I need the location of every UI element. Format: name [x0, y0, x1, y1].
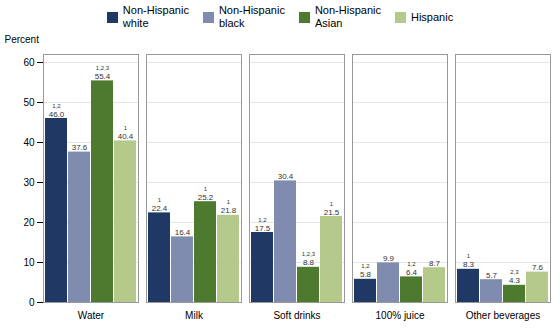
svg-text:20: 20 [23, 217, 35, 228]
svg-text:7.6: 7.6 [532, 263, 544, 272]
svg-text:Water: Water [78, 310, 105, 321]
svg-text:1: 1 [330, 201, 334, 207]
svg-text:8.3: 8.3 [463, 260, 475, 269]
svg-text:2,3: 2,3 [510, 269, 519, 275]
svg-text:4.3: 4.3 [509, 276, 521, 285]
svg-text:100% juice: 100% juice [376, 310, 425, 321]
svg-text:1,2: 1,2 [407, 261, 416, 267]
svg-text:Percent: Percent [5, 34, 40, 45]
svg-text:1: 1 [158, 197, 162, 203]
svg-text:8.8: 8.8 [303, 258, 315, 267]
svg-text:1,2,3: 1,2,3 [302, 251, 316, 257]
svg-text:1: 1 [227, 199, 231, 205]
svg-text:30: 30 [23, 177, 35, 188]
svg-text:17.5: 17.5 [255, 224, 271, 233]
svg-text:21.8: 21.8 [221, 206, 237, 215]
svg-text:1,2: 1,2 [361, 263, 370, 269]
svg-text:Other beverages: Other beverages [466, 310, 541, 321]
svg-text:21.5: 21.5 [324, 208, 340, 217]
svg-text:5.7: 5.7 [486, 271, 498, 280]
svg-text:40: 40 [23, 137, 35, 148]
svg-text:1: 1 [467, 253, 471, 259]
svg-text:Soft drinks: Soft drinks [273, 310, 320, 321]
html-text:Hispanic: Hispanic [411, 10, 454, 23]
svg-text:8.7: 8.7 [429, 259, 441, 268]
svg-text:5.8: 5.8 [360, 270, 372, 279]
svg-text:22.4: 22.4 [152, 204, 168, 213]
html-text:Non-Hispanic black: Non-Hispanic black [218, 4, 285, 29]
html-text:Non-Hispanic white: Non-Hispanic white [122, 4, 189, 29]
html-text:Non-Hispanic Asian: Non-Hispanic Asian [314, 4, 381, 29]
svg-text:37.6: 37.6 [72, 143, 88, 152]
svg-text:0: 0 [29, 297, 35, 308]
svg-text:9.9: 9.9 [383, 254, 395, 263]
svg-text:1: 1 [204, 186, 208, 192]
svg-text:6.4: 6.4 [406, 268, 418, 277]
svg-text:30.4: 30.4 [278, 172, 294, 181]
svg-text:Milk: Milk [185, 310, 204, 321]
svg-text:60: 60 [23, 57, 35, 68]
svg-text:40.4: 40.4 [118, 132, 134, 141]
svg-text:10: 10 [23, 257, 35, 268]
svg-text:1,2: 1,2 [258, 217, 267, 223]
svg-text:46.0: 46.0 [49, 110, 65, 119]
svg-text:1,2: 1,2 [52, 103, 61, 109]
svg-text:50: 50 [23, 97, 35, 108]
svg-text:1,2,3: 1,2,3 [96, 65, 110, 71]
svg-text:55.4: 55.4 [95, 72, 111, 81]
svg-text:16.4: 16.4 [175, 228, 191, 237]
svg-text:25.2: 25.2 [198, 193, 214, 202]
svg-text:1: 1 [124, 125, 128, 131]
